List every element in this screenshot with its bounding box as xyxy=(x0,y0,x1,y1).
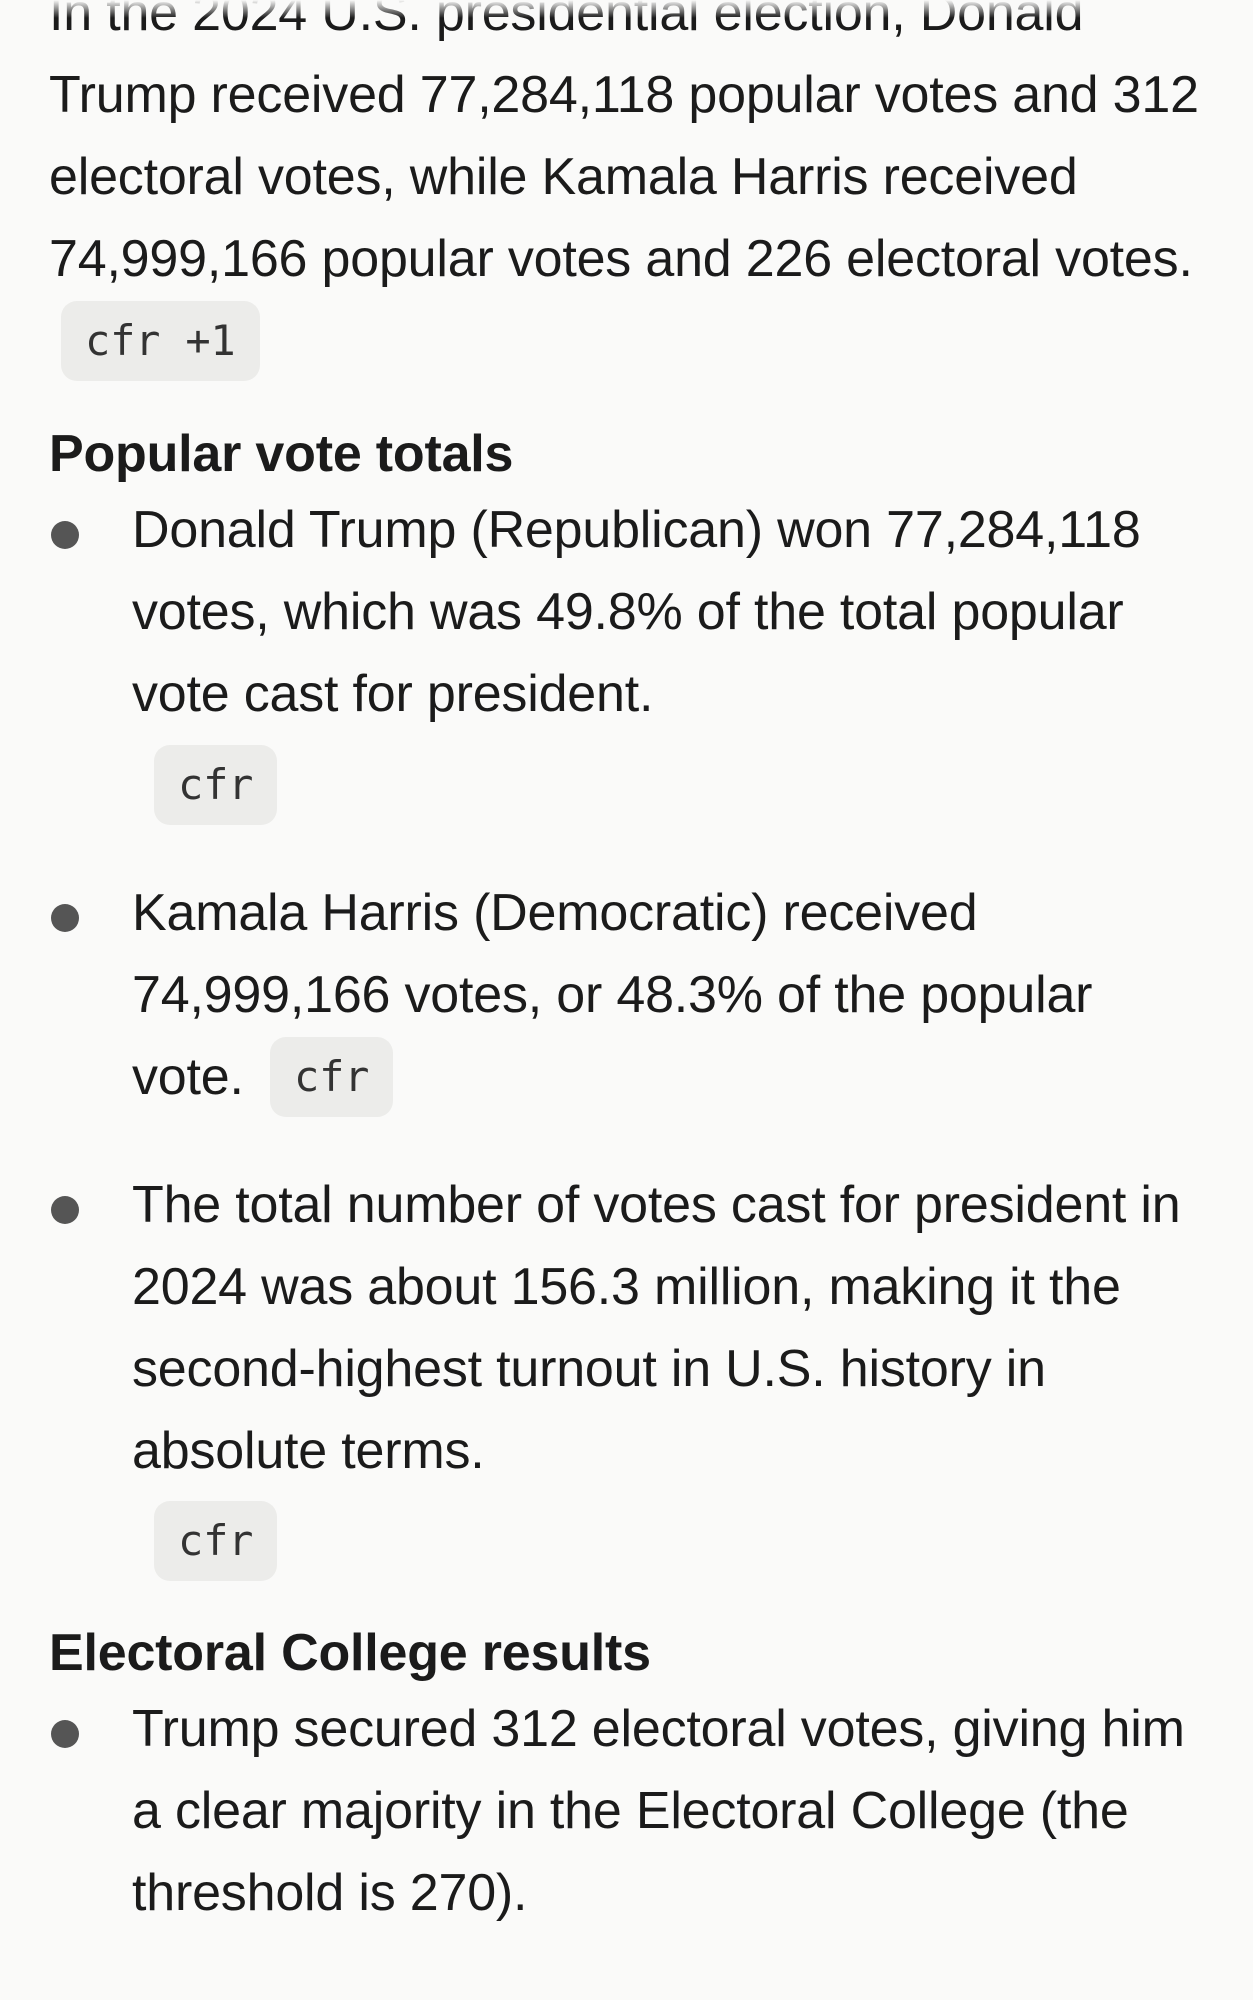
bullet-icon xyxy=(51,1720,79,1749)
list-item: Trump secured 312 electoral votes, givin… xyxy=(49,1688,1209,1934)
list-item: Kamala Harris (Democratic) received 74,9… xyxy=(49,872,1209,1120)
section-heading-electoral-college: Electoral College results xyxy=(49,1624,651,1683)
list-item: Donald Trump (Republican) won 77,284,118… xyxy=(49,489,1209,827)
citation-chip[interactable]: cfr xyxy=(154,744,278,825)
top-scroll-fade xyxy=(0,0,1253,18)
bullet-icon xyxy=(51,521,79,550)
list-item-text: Trump secured 312 electoral votes, givin… xyxy=(132,1700,1185,1923)
intro-paragraph: In the 2024 U.S. presidential election, … xyxy=(49,0,1209,384)
section-heading-popular-vote: Popular vote totals xyxy=(49,425,514,484)
intro-text: In the 2024 U.S. presidential election, … xyxy=(49,0,1199,288)
list-item-text: The total number of votes cast for presi… xyxy=(132,1175,1181,1480)
response-content: In the 2024 U.S. presidential election, … xyxy=(49,0,1209,1934)
citation-chip[interactable]: cfr xyxy=(154,1501,278,1582)
electoral-college-list: Trump secured 312 electoral votes, givin… xyxy=(49,1688,1209,1934)
popular-vote-list: Donald Trump (Republican) won 77,284,118… xyxy=(49,489,1209,1584)
bullet-icon xyxy=(51,1195,79,1224)
list-item: The total number of votes cast for presi… xyxy=(49,1164,1209,1584)
bullet-icon xyxy=(51,903,79,932)
citation-chip[interactable]: cfr +1 xyxy=(61,301,260,382)
citation-chip[interactable]: cfr xyxy=(270,1036,394,1117)
list-item-text: Kamala Harris (Democratic) received 74,9… xyxy=(132,883,1093,1106)
list-item-text: Donald Trump (Republican) won 77,284,118… xyxy=(132,501,1141,724)
